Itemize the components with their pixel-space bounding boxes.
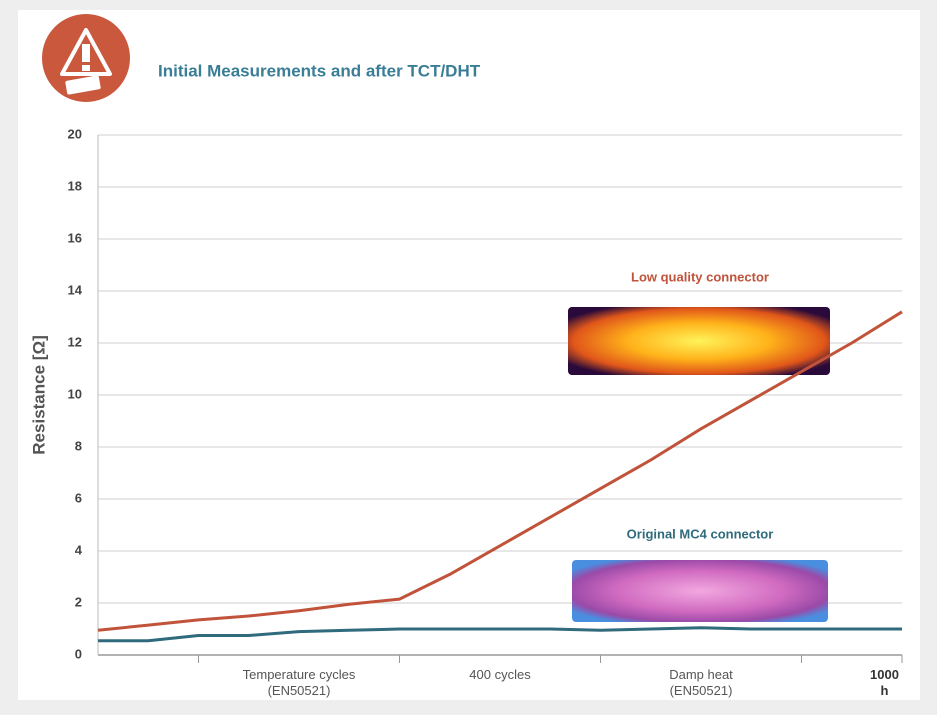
y-tick-label: 14 [68, 282, 83, 297]
series-label: Original MC4 connector [627, 526, 774, 541]
y-tick-label: 16 [68, 230, 82, 245]
icon-mark [82, 44, 90, 62]
icon-mark [82, 65, 90, 71]
x-tick-label: Damp heat (EN50521) [669, 667, 733, 698]
thermal-image-low [568, 307, 830, 375]
x-tick-label: 1000 h [870, 667, 899, 698]
y-tick-label: 20 [68, 126, 82, 141]
series-label: Low quality connector [631, 269, 769, 284]
y-tick-label: 4 [75, 542, 83, 557]
y-tick-label: 18 [68, 178, 82, 193]
y-tick-label: 12 [68, 334, 82, 349]
series-line [97, 310, 903, 632]
y-tick-label: 6 [75, 490, 82, 505]
y-tick-label: 2 [75, 594, 82, 609]
y-tick-label: 8 [75, 438, 82, 453]
y-axis-label: Resistance [Ω] [29, 335, 48, 454]
x-tick-label: Temperature cycles (EN50521) [242, 667, 356, 698]
y-tick-label: 0 [75, 646, 82, 661]
x-tick-label: 400 cycles [469, 667, 531, 682]
series-line [98, 626, 902, 643]
thermal-image-mc4 [572, 560, 828, 622]
icon-plug [65, 75, 101, 95]
chart-title: Initial Measurements and after TCT/DHT [158, 61, 481, 80]
icon-warning [60, 28, 112, 76]
y-tick-label: 10 [68, 386, 82, 401]
